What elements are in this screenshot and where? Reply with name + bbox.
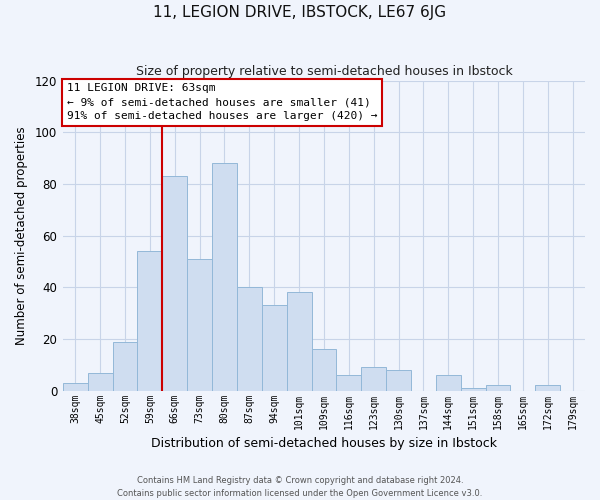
Bar (113, 342, 137, 390)
Y-axis label: Number of semi-detached properties: Number of semi-detached properties (15, 126, 28, 345)
Bar (361, 368, 386, 390)
Bar (63, 383, 88, 390)
Bar (461, 388, 485, 390)
Text: 11 LEGION DRIVE: 63sqm
← 9% of semi-detached houses are smaller (41)
91% of semi: 11 LEGION DRIVE: 63sqm ← 9% of semi-deta… (67, 83, 377, 121)
Bar (386, 370, 411, 390)
Title: Size of property relative to semi-detached houses in Ibstock: Size of property relative to semi-detach… (136, 65, 512, 78)
Text: 11, LEGION DRIVE, IBSTOCK, LE67 6JG: 11, LEGION DRIVE, IBSTOCK, LE67 6JG (154, 5, 446, 20)
Bar (187, 259, 212, 390)
Bar (337, 375, 361, 390)
Bar (163, 176, 187, 390)
Bar (535, 386, 560, 390)
Bar (88, 372, 113, 390)
Bar (287, 292, 311, 390)
Bar (485, 386, 511, 390)
Bar (311, 350, 337, 391)
Bar (212, 163, 237, 390)
Bar (237, 288, 262, 391)
Bar (436, 375, 461, 390)
Text: Contains HM Land Registry data © Crown copyright and database right 2024.
Contai: Contains HM Land Registry data © Crown c… (118, 476, 482, 498)
Bar (137, 251, 163, 390)
X-axis label: Distribution of semi-detached houses by size in Ibstock: Distribution of semi-detached houses by … (151, 437, 497, 450)
Bar (262, 306, 287, 390)
